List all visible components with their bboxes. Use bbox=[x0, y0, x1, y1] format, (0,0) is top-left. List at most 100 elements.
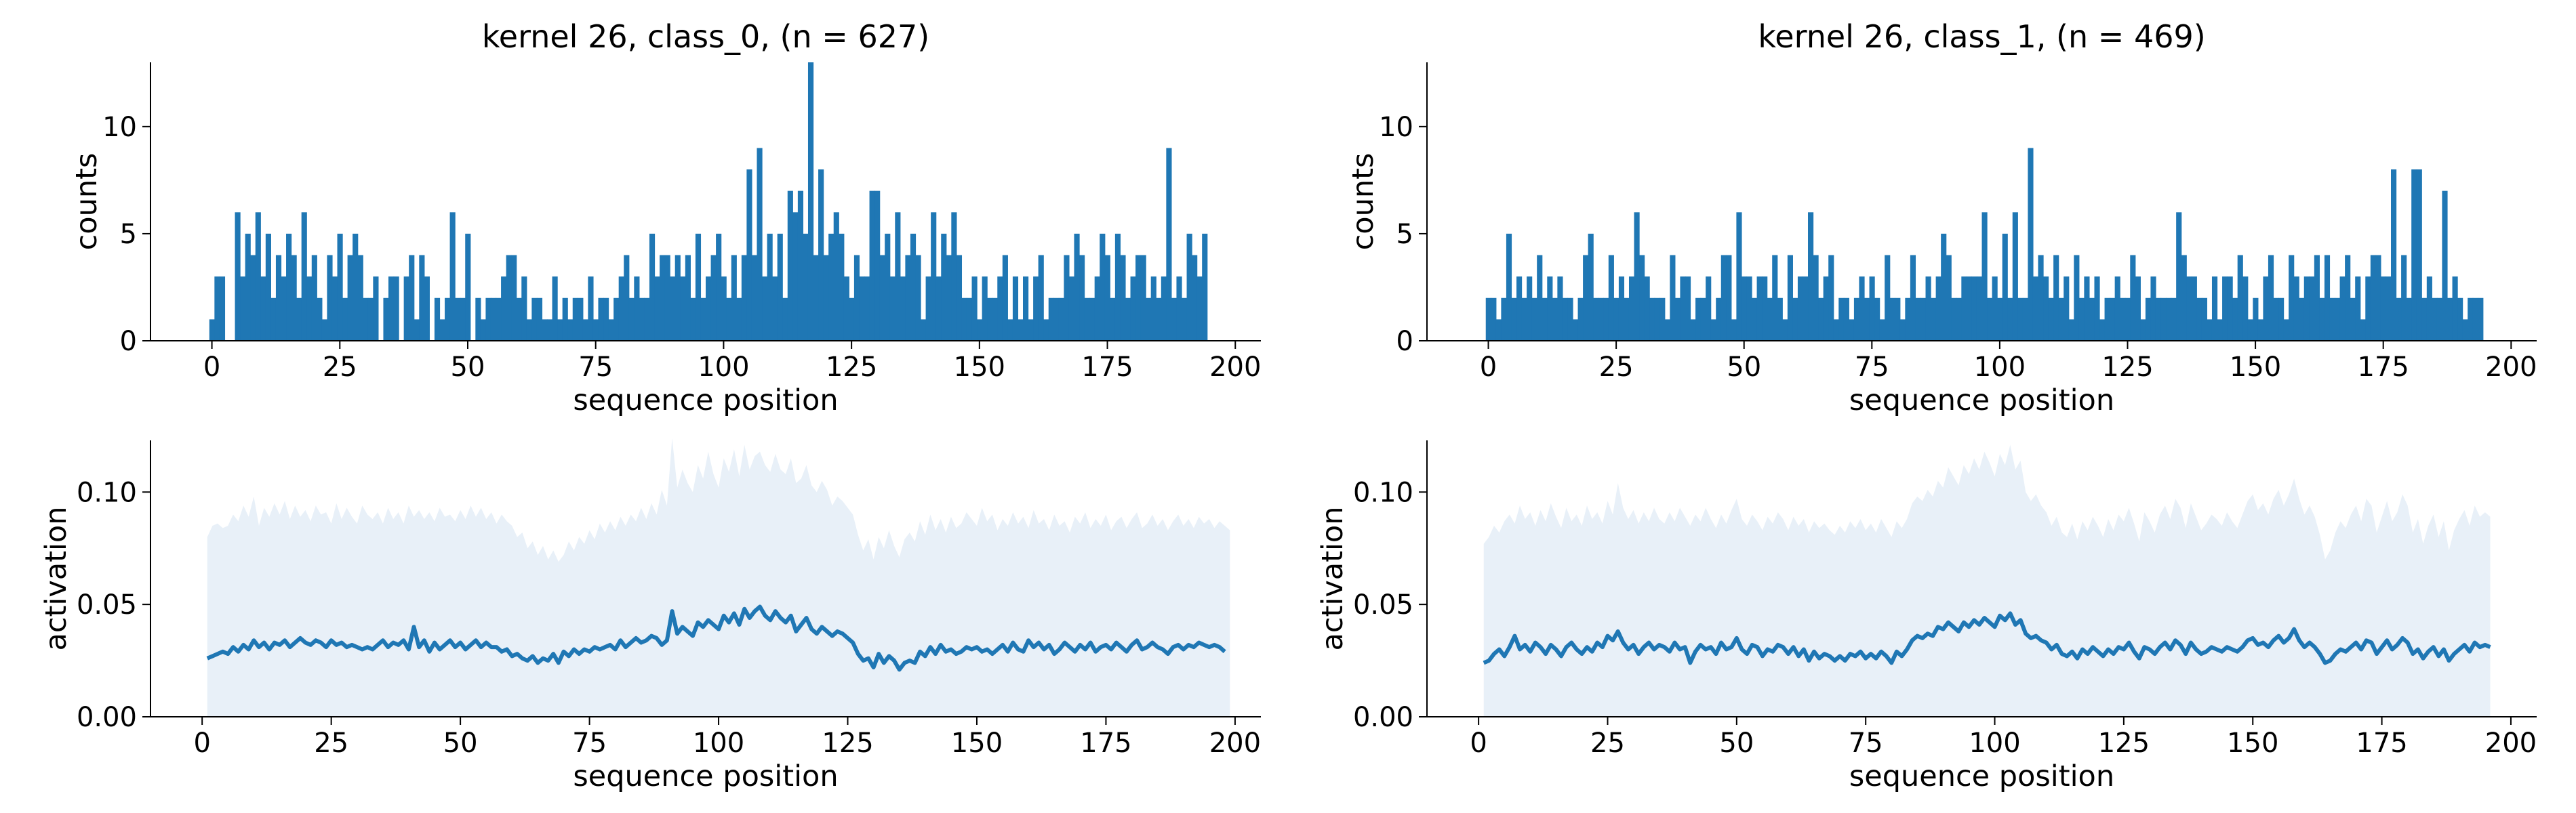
bar bbox=[2335, 297, 2341, 341]
bar-group bbox=[1485, 148, 2484, 341]
bar bbox=[281, 276, 287, 341]
bar bbox=[465, 233, 471, 341]
bar bbox=[2104, 297, 2110, 341]
bar bbox=[2360, 319, 2366, 341]
bar bbox=[1130, 276, 1136, 341]
bar bbox=[536, 297, 543, 341]
chart-panel-3: 0 25 50 75 100 125 150 175 200 0.00 0.05 0.10 sequen… bbox=[1316, 440, 2537, 793]
bar bbox=[874, 190, 881, 341]
bar bbox=[2227, 276, 2233, 341]
bar bbox=[1603, 297, 1609, 341]
bar bbox=[521, 276, 527, 341]
bar bbox=[1726, 255, 1732, 341]
bar bbox=[445, 297, 451, 341]
bar bbox=[1023, 276, 1029, 341]
bar bbox=[700, 297, 706, 341]
bar bbox=[270, 297, 277, 341]
bar bbox=[2130, 255, 2136, 341]
x-tick-label: 50 bbox=[1727, 352, 1761, 383]
bar bbox=[946, 255, 952, 341]
bar bbox=[2232, 297, 2238, 341]
bar bbox=[209, 319, 215, 341]
bar bbox=[2068, 319, 2074, 341]
x-tick-label: 150 bbox=[2230, 352, 2281, 383]
bar bbox=[2125, 297, 2131, 341]
bar bbox=[1639, 255, 1645, 341]
bar bbox=[1557, 276, 1563, 341]
bar bbox=[2457, 297, 2463, 341]
bar bbox=[618, 276, 624, 341]
bar bbox=[2345, 255, 2351, 341]
bar bbox=[664, 255, 670, 341]
bar bbox=[746, 169, 752, 341]
bar bbox=[1659, 297, 1666, 341]
bar bbox=[2089, 297, 2095, 341]
bar bbox=[1613, 297, 1619, 341]
bar bbox=[2309, 276, 2315, 341]
bar bbox=[1941, 233, 1947, 341]
bar bbox=[1762, 276, 1768, 341]
bar bbox=[741, 255, 747, 341]
bar bbox=[2278, 297, 2285, 341]
bar bbox=[1511, 297, 1517, 341]
bar bbox=[624, 255, 630, 341]
bar bbox=[490, 297, 497, 341]
bar bbox=[1038, 255, 1044, 341]
bar bbox=[787, 190, 793, 341]
bar bbox=[337, 233, 343, 341]
bar bbox=[2396, 297, 2402, 341]
x-tick-label: 25 bbox=[1590, 728, 1625, 759]
bar bbox=[1767, 297, 1773, 341]
bar bbox=[255, 212, 261, 341]
bar bbox=[910, 233, 917, 341]
bar bbox=[455, 297, 461, 341]
bar bbox=[1859, 276, 1865, 341]
bar bbox=[823, 255, 829, 341]
bar bbox=[1925, 276, 1931, 341]
bar bbox=[2058, 297, 2064, 341]
bar bbox=[1731, 319, 1737, 341]
bar bbox=[1853, 297, 1860, 341]
bar bbox=[710, 255, 717, 341]
x-tick-label: 50 bbox=[1719, 728, 1754, 759]
bar bbox=[649, 233, 656, 341]
bar bbox=[1521, 297, 1527, 341]
bar bbox=[1146, 297, 1152, 341]
bar bbox=[869, 190, 875, 341]
bar bbox=[2032, 276, 2039, 341]
bar bbox=[772, 276, 778, 341]
x-tick-label: 25 bbox=[314, 728, 348, 759]
bar bbox=[859, 276, 865, 341]
bar bbox=[1849, 319, 1855, 341]
bar bbox=[977, 319, 983, 341]
bar bbox=[1792, 297, 1798, 341]
bar bbox=[1997, 297, 2003, 341]
bar bbox=[644, 297, 650, 341]
bar bbox=[1685, 276, 1691, 341]
bar bbox=[1874, 297, 1880, 341]
bar bbox=[1649, 297, 1655, 341]
bar bbox=[1552, 297, 1558, 341]
bar bbox=[1889, 297, 1895, 341]
x-tick-label: 150 bbox=[951, 728, 1003, 759]
bar bbox=[2401, 255, 2407, 341]
bar bbox=[2289, 255, 2295, 341]
bar bbox=[1089, 297, 1095, 341]
bar bbox=[931, 212, 937, 341]
bar bbox=[245, 233, 251, 341]
bar bbox=[1931, 297, 1937, 341]
bar bbox=[2002, 233, 2008, 341]
bar bbox=[296, 297, 302, 341]
bar bbox=[383, 297, 389, 341]
bar bbox=[966, 297, 973, 341]
x-tick-label: 125 bbox=[822, 728, 873, 759]
bar bbox=[572, 297, 578, 341]
bar bbox=[2268, 255, 2274, 341]
bar bbox=[1777, 297, 1783, 341]
bar bbox=[2150, 276, 2156, 341]
x-tick-label: 125 bbox=[2101, 352, 2153, 383]
bar bbox=[1736, 212, 1742, 341]
bar bbox=[2074, 255, 2080, 341]
bar bbox=[1915, 297, 1921, 341]
bar bbox=[777, 233, 783, 341]
